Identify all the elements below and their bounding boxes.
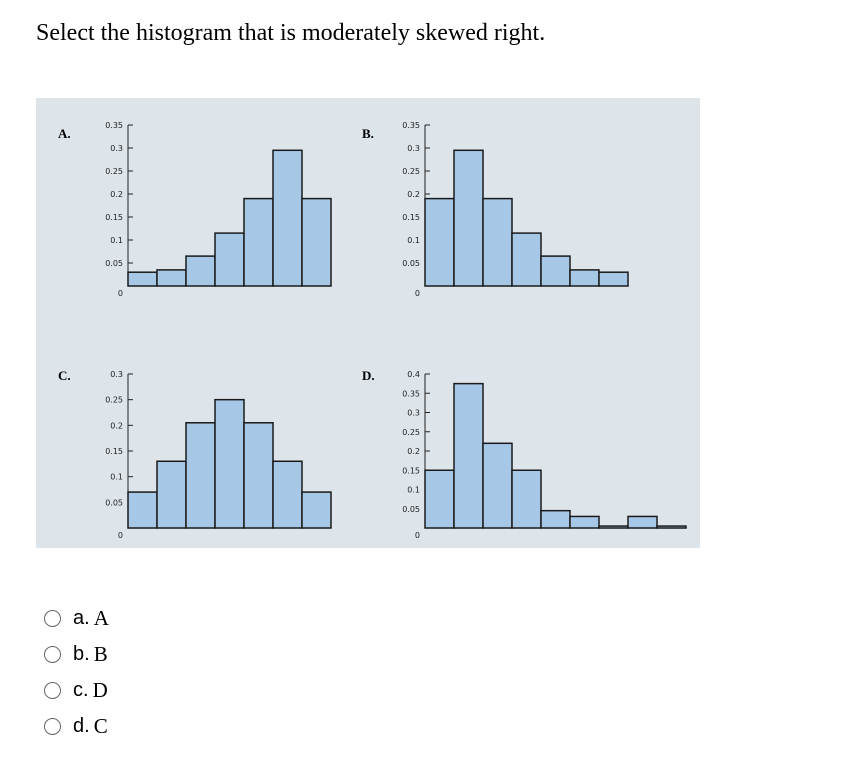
y-tick-label: 0 [415, 531, 420, 540]
histogram-bar [598, 525, 629, 529]
histogram-bar [272, 460, 303, 529]
histogram-bar [301, 197, 332, 287]
histogram-bar [301, 491, 332, 529]
y-tick-label: 0 [118, 531, 123, 540]
y-tick-label: 0.25 [105, 167, 123, 176]
y-tick-label: 0.4 [407, 370, 420, 379]
radio-button[interactable] [44, 681, 61, 699]
option-label: C [93, 713, 108, 738]
y-tick-label: 0.1 [407, 486, 420, 495]
option-b[interactable]: b. B [44, 636, 109, 672]
histogram-bar [511, 232, 542, 287]
y-tick-label: 0.3 [110, 370, 123, 379]
y-tick-label: 0.05 [105, 498, 123, 507]
y-tick-label: 0 [118, 289, 123, 298]
y-tick-label: 0.05 [402, 505, 420, 514]
y-tick-label: 0.3 [407, 409, 420, 418]
histogram-bar [627, 515, 658, 529]
histogram-bar [598, 271, 629, 287]
y-tick-label: 0 [415, 289, 420, 298]
histogram-figure: A. 0.35 0.3 0.25 0.2 0.15 0.1 0.05 0 B. 0.35 0.3 0.2… [36, 98, 700, 548]
option-letter: a. [73, 606, 90, 629]
y-tick-label: 0.1 [110, 473, 123, 482]
histogram-bar [156, 460, 187, 529]
histogram-bar [569, 269, 600, 287]
panel-label: A. [58, 126, 71, 141]
radio-button[interactable] [44, 645, 61, 663]
option-label: D [92, 677, 108, 702]
histogram-panels: A. 0.35 0.3 0.25 0.2 0.15 0.1 0.05 0 B. 0.35 0.3 0.2… [58, 121, 687, 540]
option-d[interactable]: d. C [44, 708, 109, 744]
histogram-bar [243, 422, 274, 529]
y-tick-label: 0.1 [407, 236, 420, 245]
y-tick-label: 0.25 [402, 428, 420, 437]
option-a[interactable]: a. A [44, 600, 109, 636]
histogram-bar [569, 515, 600, 529]
radio-button[interactable] [44, 609, 61, 627]
y-tick-label: 0.15 [402, 213, 420, 222]
y-tick-label: 0.35 [402, 389, 420, 398]
y-tick-label: 0.05 [105, 259, 123, 268]
histogram-bar [127, 491, 158, 529]
y-tick-label: 0.25 [105, 396, 123, 405]
y-tick-label: 0.05 [402, 259, 420, 268]
histogram-bar [482, 442, 513, 529]
histogram-bar [214, 398, 245, 529]
option-letter: c. [73, 678, 89, 701]
histogram-bar [540, 255, 571, 287]
histogram-bar [424, 469, 455, 529]
y-tick-label: 0.2 [407, 447, 420, 456]
y-tick-label: 0.3 [407, 144, 420, 153]
panel-label: D. [362, 368, 375, 383]
y-tick-label: 0.2 [110, 190, 123, 199]
histogram-bar [156, 269, 187, 287]
y-tick-label: 0.15 [402, 466, 420, 475]
histogram-bar [243, 197, 274, 287]
histogram-bar [482, 197, 513, 287]
panel-label: C. [58, 368, 71, 383]
y-tick-label: 0.15 [105, 447, 123, 456]
histogram-bar [424, 197, 455, 287]
histogram-bar [272, 149, 303, 287]
y-tick-label: 0.3 [110, 144, 123, 153]
option-label: A [93, 605, 109, 630]
histogram-bar [540, 509, 571, 529]
option-c[interactable]: c. D [44, 672, 109, 708]
histogram-bar [214, 232, 245, 287]
y-tick-label: 0.2 [407, 190, 420, 199]
histogram-bar [453, 382, 484, 529]
option-letter: d. [73, 714, 90, 737]
y-tick-label: 0.15 [105, 213, 123, 222]
y-tick-label: 0.2 [110, 421, 123, 430]
histogram-bar [185, 422, 216, 529]
option-label: B [93, 641, 108, 666]
histogram-bar [656, 525, 687, 529]
panel-label: B. [362, 126, 374, 141]
question-text: Select the histogram that is moderately … [36, 20, 546, 46]
y-tick-label: 0.35 [105, 121, 123, 130]
histogram-bar [511, 469, 542, 529]
histogram-bar [453, 149, 484, 287]
histogram-bar [127, 271, 158, 287]
y-tick-label: 0.1 [110, 236, 123, 245]
histogram-bar [185, 255, 216, 287]
option-letter: b. [73, 642, 90, 665]
answer-options: a. A b. B c. D d. C [44, 600, 109, 744]
radio-button[interactable] [44, 717, 61, 735]
y-tick-label: 0.35 [402, 121, 420, 130]
y-tick-label: 0.25 [402, 167, 420, 176]
